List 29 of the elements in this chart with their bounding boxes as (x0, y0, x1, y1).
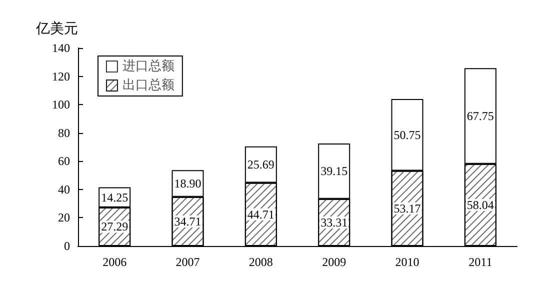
y-tick-label: 100 (52, 98, 70, 112)
data-label: 44.71 (247, 207, 274, 222)
y-tick-label: 0 (64, 239, 70, 253)
data-label: 39.15 (320, 164, 348, 178)
data-label: 53.17 (394, 201, 421, 216)
x-tick-label: 2006 (102, 255, 127, 269)
x-tick-label: 2010 (395, 255, 420, 269)
x-tick-label: 2007 (176, 255, 200, 269)
y-tick-label: 60 (58, 154, 70, 168)
data-label: 18.90 (174, 176, 202, 191)
data-label: 67.75 (466, 109, 494, 124)
y-tick-label: 140 (52, 41, 70, 55)
y-axis-title: 亿美元 (35, 21, 78, 37)
x-tick-label: 2008 (248, 255, 273, 269)
data-label: 14.25 (101, 190, 128, 204)
data-label: 34.71 (174, 214, 202, 228)
y-tick-label: 20 (58, 210, 70, 225)
legend-label: 进口总额 (122, 59, 174, 74)
x-tick-label: 2009 (322, 255, 346, 269)
data-label: 33.31 (320, 215, 348, 230)
y-tick-label: 40 (58, 182, 70, 196)
data-label: 27.29 (101, 220, 128, 234)
data-label: 50.75 (394, 128, 421, 142)
x-tick-label: 2011 (468, 255, 492, 269)
legend-label: 出口总额 (122, 78, 174, 93)
y-tick-label: 120 (52, 69, 70, 84)
data-label: 25.69 (247, 158, 274, 172)
y-tick-label: 80 (58, 126, 70, 140)
data-label: 58.04 (466, 198, 494, 212)
